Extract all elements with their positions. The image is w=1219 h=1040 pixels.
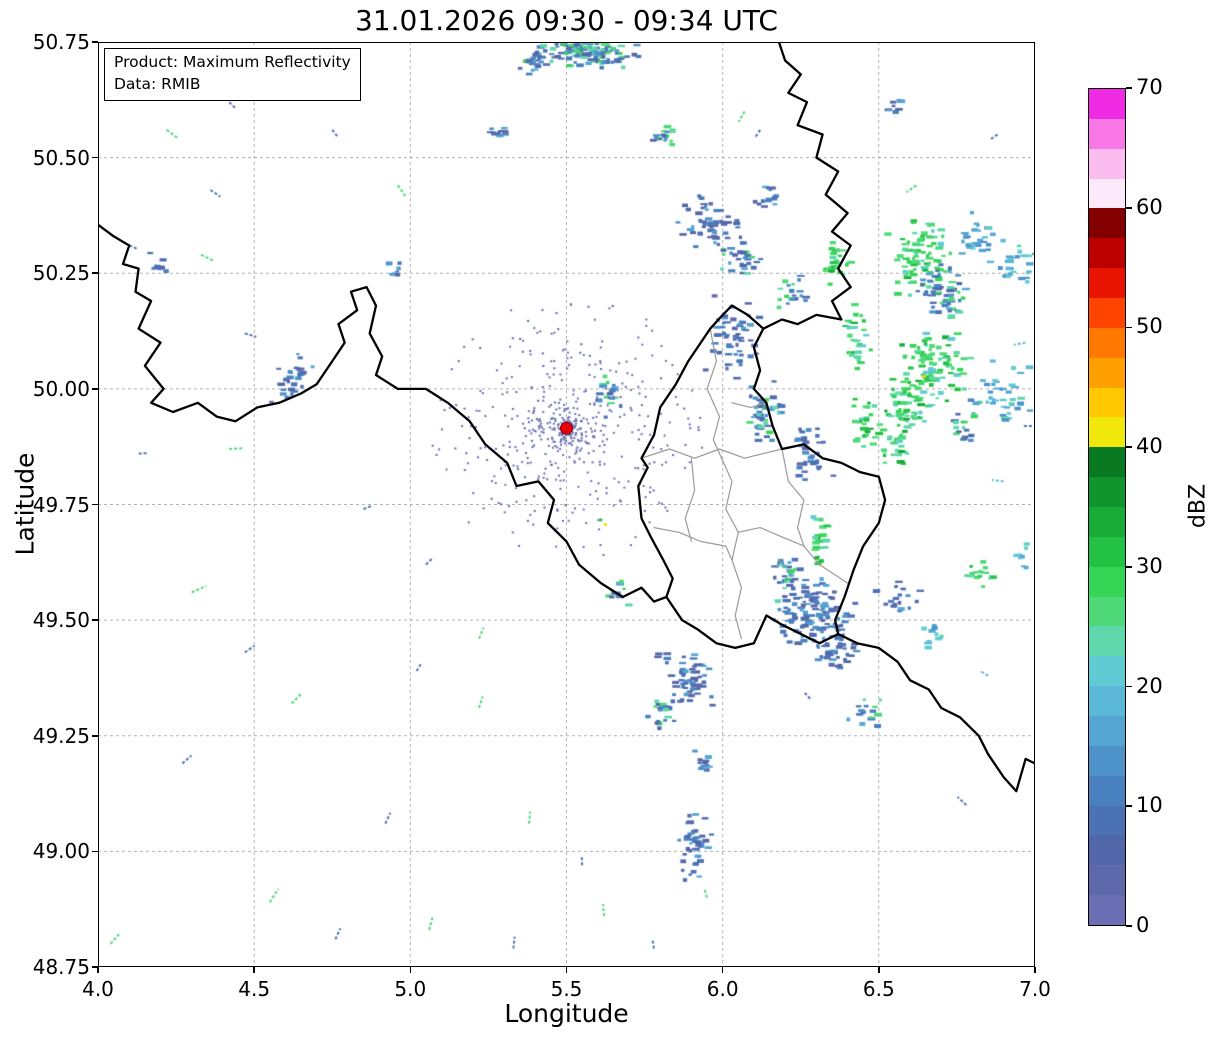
colorbar-tick-label: 30: [1136, 553, 1163, 578]
x-tick-label: 5.5: [550, 977, 583, 1001]
x-tick-label: 5.0: [394, 977, 427, 1001]
colorbar-tick-label: 40: [1136, 434, 1163, 459]
colorbar-segment: [1089, 895, 1125, 926]
colorbar-segment: [1089, 507, 1125, 537]
x-tick-mark: [1034, 967, 1036, 973]
y-tick-label: 50.50: [32, 145, 90, 170]
x-tick-label: 4.0: [82, 977, 114, 1001]
colorbar-segment: [1089, 745, 1125, 776]
radar-location-marker: [560, 421, 573, 435]
colorbar-segment: [1089, 477, 1125, 508]
x-tick-label: 6.0: [706, 977, 739, 1001]
y-tick-mark: [92, 388, 98, 390]
colorbar-tick-mark: [1126, 566, 1132, 568]
y-tick-mark: [92, 619, 98, 621]
colorbar-segment: [1089, 536, 1125, 567]
colorbar-segment: [1089, 268, 1125, 299]
y-tick-label: 50.00: [32, 376, 90, 401]
colorbar-segment: [1089, 626, 1125, 657]
colorbar-segment: [1089, 447, 1125, 478]
product-annotation-line2: Data: RMIB: [114, 74, 201, 93]
product-annotation: Product: Maximum Reflectivity Data: RMIB: [104, 48, 361, 102]
colorbar-tick-label: 60: [1136, 194, 1163, 219]
y-tick-label: 50.75: [32, 30, 90, 54]
product-annotation-line1: Product: Maximum Reflectivity: [114, 53, 351, 71]
x-axis-label: Longitude: [504, 999, 629, 1028]
colorbar-segment: [1089, 835, 1125, 866]
y-tick-label: 49.50: [32, 608, 90, 633]
colorbar-tick-mark: [1126, 326, 1132, 329]
y-tick-label: 49.25: [32, 723, 90, 748]
colorbar-tick-mark: [1126, 446, 1132, 448]
colorbar-segment: [1089, 357, 1125, 388]
colorbar-segment: [1089, 89, 1125, 119]
colorbar-segment: [1089, 208, 1125, 239]
y-tick-mark: [92, 734, 98, 737]
colorbar-tick-mark: [1126, 87, 1132, 89]
colorbar-segment: [1089, 566, 1125, 597]
colorbar-segment: [1089, 775, 1125, 806]
country-borders-layer: [98, 42, 1035, 793]
colorbar-label: dBZ: [1185, 483, 1211, 529]
x-tick-mark: [878, 967, 880, 973]
colorbar-segment: [1089, 716, 1125, 746]
y-tick-mark: [92, 41, 98, 43]
colorbar-segment: [1089, 148, 1125, 179]
colorbar-segment: [1089, 327, 1125, 358]
colorbar-tick-label: 10: [1136, 793, 1163, 818]
y-tick-label: 49.75: [32, 492, 90, 517]
colorbar-segment: [1089, 686, 1125, 717]
radar-echo-layer: [98, 42, 1035, 967]
y-tick-label: 48.75: [32, 955, 90, 979]
colorbar-segment: [1089, 805, 1125, 836]
x-tick-mark: [409, 967, 412, 973]
x-tick-label: 7.0: [1019, 977, 1051, 1001]
colorbar-segment: [1089, 238, 1125, 269]
y-tick-mark: [92, 966, 98, 968]
colorbar: [1088, 88, 1126, 926]
y-tick-mark: [92, 503, 98, 506]
colorbar-segment: [1089, 387, 1125, 418]
y-tick-label: 49.00: [32, 839, 90, 864]
colorbar-segment: [1089, 656, 1125, 687]
colorbar-tick-label: 70: [1136, 75, 1163, 99]
colorbar-tick-mark: [1126, 685, 1132, 688]
colorbar-segment: [1089, 298, 1125, 328]
colorbar-segment: [1089, 596, 1125, 627]
colorbar-segment: [1089, 865, 1125, 896]
x-tick-mark: [253, 967, 255, 973]
colorbar-tick-label: 50: [1136, 314, 1163, 339]
map-plot: Product: Maximum Reflectivity Data: RMIB: [98, 42, 1035, 967]
x-tick-mark: [721, 967, 724, 973]
x-tick-mark: [565, 967, 568, 973]
y-tick-mark: [92, 156, 98, 159]
colorbar-tick-label: 0: [1136, 913, 1150, 937]
plot-title: 31.01.2026 09:30 - 09:34 UTC: [355, 4, 778, 37]
y-tick-label: 50.25: [32, 261, 90, 286]
y-tick-mark: [92, 850, 98, 853]
colorbar-tick-mark: [1126, 925, 1132, 927]
x-tick-label: 4.5: [238, 977, 271, 1001]
x-tick-mark: [97, 967, 99, 973]
colorbar-tick-mark: [1126, 805, 1132, 808]
colorbar-segment: [1089, 178, 1125, 209]
colorbar-tick-mark: [1126, 206, 1132, 209]
y-tick-mark: [92, 272, 98, 275]
colorbar-tick-label: 20: [1136, 673, 1163, 698]
x-tick-label: 6.5: [862, 977, 895, 1001]
colorbar-segment: [1089, 417, 1125, 448]
colorbar-segment: [1089, 118, 1125, 149]
